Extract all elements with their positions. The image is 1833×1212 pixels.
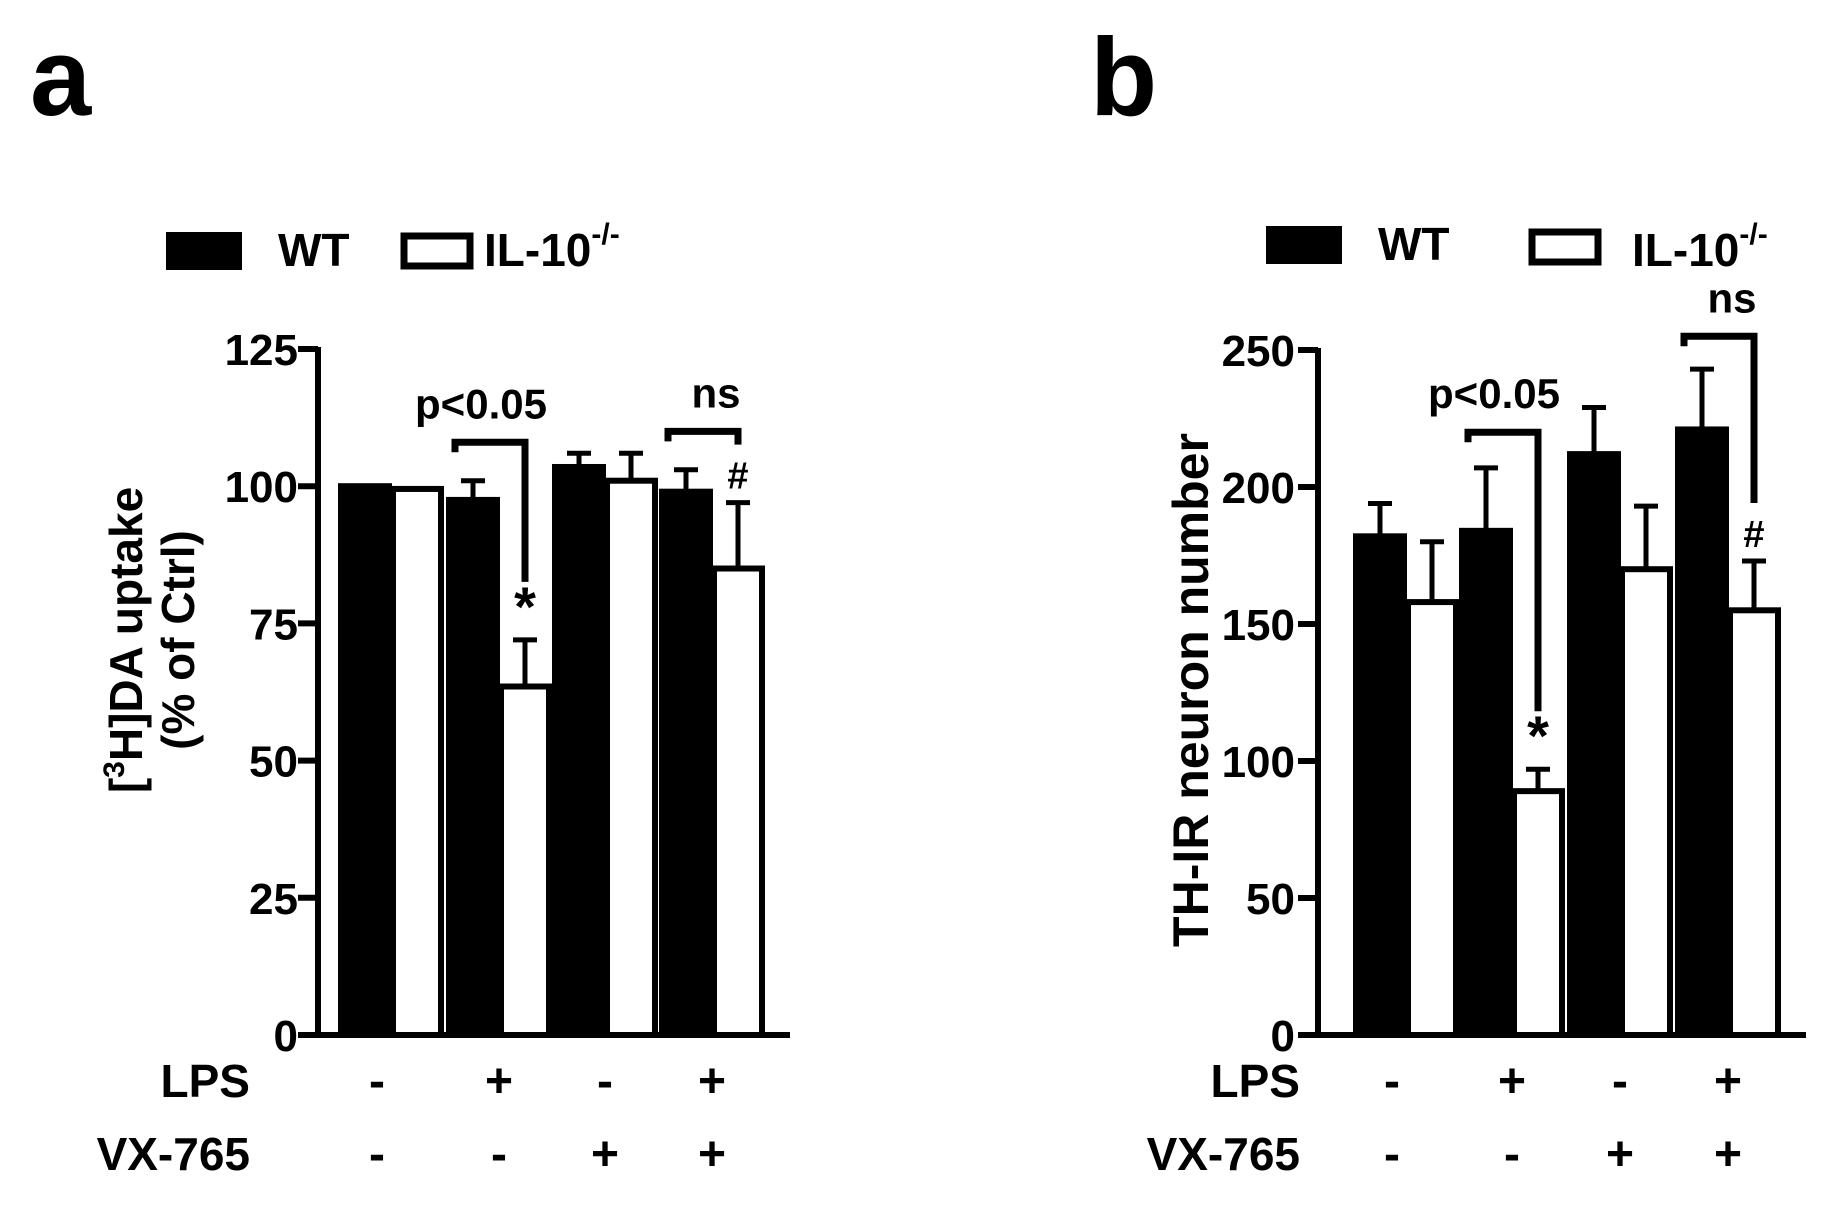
y-tick-label: 50 <box>1246 875 1295 924</box>
svg-text:(% of Ctrl): (% of Ctrl) <box>152 530 204 750</box>
legend-label-il10-b: IL-10-/- <box>1632 218 1768 276</box>
significance-bracket-0 <box>451 438 529 582</box>
y-tick-label: 200 <box>1222 464 1295 513</box>
bar-wt-2 <box>552 463 606 1038</box>
significance-label-1: ns <box>691 369 740 416</box>
y-tick-label: 75 <box>249 600 298 649</box>
legend-swatch-il10-b <box>1528 228 1602 266</box>
treatment-sign: - <box>369 1055 385 1108</box>
y-axis-label-b: TH-IR neuron number <box>1163 433 1219 947</box>
significance-bracket-1 <box>664 427 742 445</box>
bar-wt-0 <box>338 483 392 1038</box>
y-tick-label: 25 <box>249 875 298 924</box>
bar-il10-2 <box>604 477 658 1039</box>
significance-hash: # <box>1743 514 1764 556</box>
treatment-sign: - <box>1504 1128 1520 1181</box>
bar-wt-0 <box>1353 533 1407 1038</box>
bar-wt-3 <box>659 488 713 1038</box>
y-tick-label: 0 <box>274 1012 298 1061</box>
treatment-sign: - <box>597 1055 613 1108</box>
plot-area-a: 0 25 50 75 100 125 LPS - + - + VX-765 - - + + p<0.05 ns * # <box>97 326 790 1181</box>
bar-il10-2 <box>1619 566 1673 1038</box>
significance-asterisk: * <box>514 575 536 638</box>
legend-label-il10-a: IL-10-/- <box>484 218 620 276</box>
treatment-sign: + <box>1606 1128 1634 1181</box>
bar-wt-1 <box>1459 527 1513 1039</box>
y-tick-label: 150 <box>1222 601 1295 650</box>
significance-label-0: p<0.05 <box>1428 370 1560 417</box>
treatment-label-lps: LPS <box>1211 1055 1300 1107</box>
treatment-label-lps: LPS <box>161 1055 250 1107</box>
legend-b: WT IL-10-/- <box>1266 218 1768 276</box>
panel-label-b: b <box>1090 16 1157 139</box>
treatment-sign: - <box>1384 1128 1400 1181</box>
legend-label-wt-b: WT <box>1378 218 1450 270</box>
bar-il10-1 <box>498 683 552 1039</box>
legend-swatch-wt-b <box>1266 226 1342 264</box>
significance-label-1: ns <box>1707 274 1756 321</box>
significance-bracket-1 <box>1680 332 1758 503</box>
y-tick-label: 100 <box>225 463 298 512</box>
panel-label-a: a <box>30 16 92 139</box>
significance-label-0: p<0.05 <box>415 380 547 427</box>
treatment-sign: + <box>485 1055 513 1108</box>
bar-wt-1 <box>446 496 500 1039</box>
legend-swatch-il10-a <box>400 232 474 270</box>
legend-swatch-wt-a <box>166 232 242 270</box>
y-tick-label: 50 <box>249 738 298 787</box>
legend-label-wt-a: WT <box>278 224 350 276</box>
panel-a: a WT IL-10-/- [3H]DA uptake (% of Ctrl) … <box>30 16 790 1181</box>
significance-hash: # <box>727 456 748 498</box>
panel-b: b WT IL-10-/- TH-IR neuron number 0 50 100… <box>1090 16 1806 1181</box>
y-tick-label: 0 <box>1271 1012 1295 1061</box>
plot-area-b: 0 50 100 150 200 250 LPS - + - + VX-765 - - + + p<0.05 ns… <box>1147 274 1806 1181</box>
bar-il10-3 <box>711 565 765 1039</box>
treatment-sign: + <box>1714 1055 1742 1108</box>
significance-asterisk: * <box>1527 704 1549 767</box>
treatment-label-vx-765: VX-765 <box>1147 1128 1300 1180</box>
y-tick-label: 250 <box>1222 327 1295 376</box>
bar-il10-0 <box>1405 599 1459 1039</box>
treatment-sign: + <box>698 1055 726 1108</box>
treatment-sign: - <box>491 1128 507 1181</box>
treatment-sign: + <box>591 1128 619 1181</box>
treatment-sign: + <box>1498 1055 1526 1108</box>
bar-wt-3 <box>1675 426 1729 1038</box>
bar-il10-3 <box>1727 607 1781 1038</box>
treatment-label-vx-765: VX-765 <box>97 1128 250 1180</box>
treatment-sign: - <box>1612 1055 1628 1108</box>
legend-a: WT IL-10-/- <box>166 218 620 276</box>
treatment-sign: + <box>698 1128 726 1181</box>
y-tick-label: 125 <box>225 326 298 375</box>
bar-wt-2 <box>1567 451 1621 1038</box>
significance-bracket-0 <box>1464 428 1542 712</box>
treatment-sign: + <box>1714 1128 1742 1181</box>
svg-text:[3H]DA uptake: [3H]DA uptake <box>98 487 152 793</box>
bar-il10-0 <box>390 485 444 1039</box>
bar-il10-1 <box>1511 788 1565 1039</box>
y-axis-label-a: [3H]DA uptake (% of Ctrl) <box>98 487 204 793</box>
y-tick-label: 100 <box>1222 738 1295 787</box>
treatment-sign: - <box>1384 1055 1400 1108</box>
treatment-sign: - <box>369 1128 385 1181</box>
